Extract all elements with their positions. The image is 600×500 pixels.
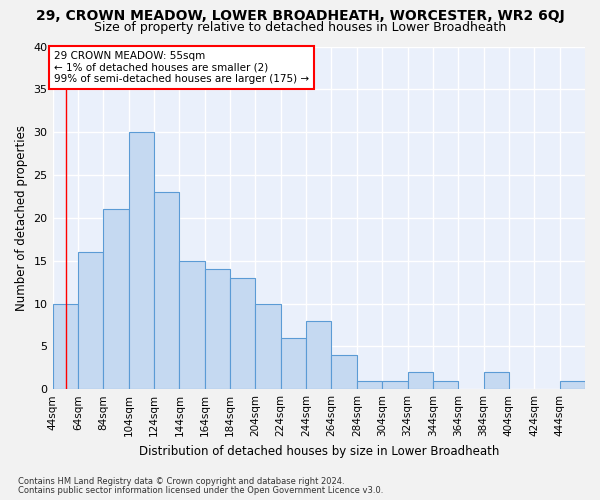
Bar	[205, 269, 230, 389]
Bar	[331, 355, 357, 389]
Text: Contains HM Land Registry data © Crown copyright and database right 2024.: Contains HM Land Registry data © Crown c…	[18, 477, 344, 486]
Bar	[103, 210, 128, 389]
Bar	[128, 132, 154, 389]
Bar	[281, 338, 306, 389]
Bar	[357, 380, 382, 389]
Bar	[78, 252, 103, 389]
Y-axis label: Number of detached properties: Number of detached properties	[15, 125, 28, 311]
Text: Contains public sector information licensed under the Open Government Licence v3: Contains public sector information licen…	[18, 486, 383, 495]
Bar	[53, 304, 78, 389]
X-axis label: Distribution of detached houses by size in Lower Broadheath: Distribution of detached houses by size …	[139, 444, 499, 458]
Text: Size of property relative to detached houses in Lower Broadheath: Size of property relative to detached ho…	[94, 22, 506, 35]
Bar	[484, 372, 509, 389]
Bar	[407, 372, 433, 389]
Bar	[382, 380, 407, 389]
Text: 29, CROWN MEADOW, LOWER BROADHEATH, WORCESTER, WR2 6QJ: 29, CROWN MEADOW, LOWER BROADHEATH, WORC…	[35, 9, 565, 23]
Bar	[230, 278, 256, 389]
Text: 29 CROWN MEADOW: 55sqm
← 1% of detached houses are smaller (2)
99% of semi-detac: 29 CROWN MEADOW: 55sqm ← 1% of detached …	[54, 51, 309, 84]
Bar	[560, 380, 585, 389]
Bar	[256, 304, 281, 389]
Bar	[306, 320, 331, 389]
Bar	[154, 192, 179, 389]
Bar	[179, 260, 205, 389]
Bar	[433, 380, 458, 389]
